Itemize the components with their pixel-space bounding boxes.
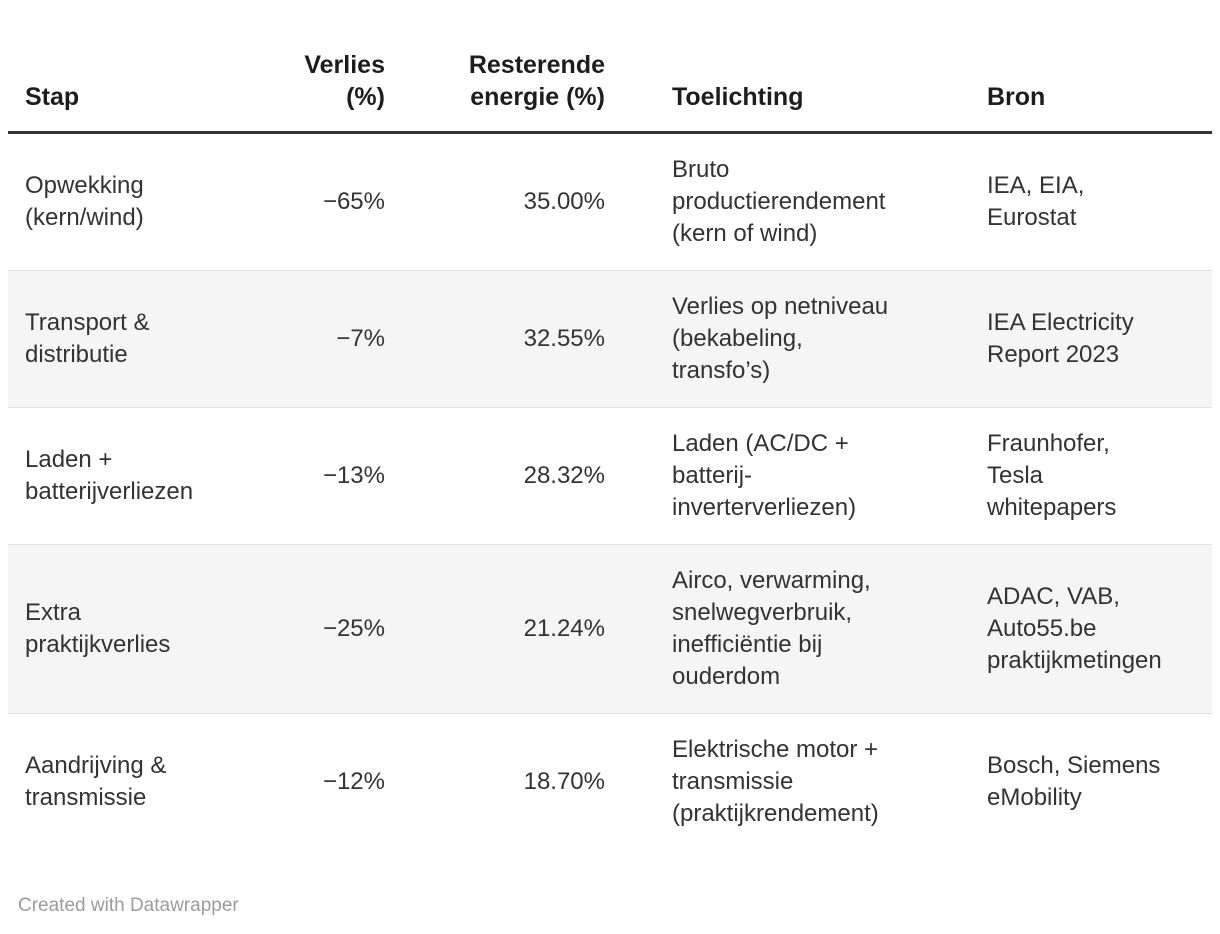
- column-header-bron: Bron: [987, 83, 1046, 111]
- column-header-resterende-energie: Resterende energie (%): [468, 51, 605, 111]
- datawrapper-credit-link[interactable]: Created with Datawrapper: [18, 895, 239, 916]
- table-row-opwekking: Opwekking (kern/wind) −65% 35.00% Bruto …: [8, 133, 1212, 271]
- cell-stap: Laden + batterijverliezen: [25, 446, 194, 505]
- cell-bron: Bosch, Siemens eMobility: [987, 752, 1161, 811]
- cell-toelichting: Elektrische motor + transmissie (praktij…: [672, 736, 879, 827]
- column-header-stap: Stap: [25, 83, 80, 111]
- cell-toelichting: Laden (AC/DC + batterij- inverterverliez…: [672, 430, 857, 521]
- energy-loss-table: Stap Verlies (%) Resterende energie (%) …: [8, 0, 1212, 865]
- table-row-transport: Transport & distributie −7% 32.55% Verli…: [8, 270, 1212, 408]
- cell-stap: Aandrijving & transmissie: [25, 752, 167, 811]
- cell-resterende: 35.00%: [523, 188, 605, 215]
- cell-bron: IEA Electricity Report 2023: [987, 309, 1134, 368]
- cell-stap: Opwekking (kern/wind): [25, 172, 144, 231]
- cell-toelichting: Verlies op netniveau (bekabeling, transf…: [672, 293, 889, 384]
- cell-stap: Transport & distributie: [25, 309, 150, 368]
- table-row-laden: Laden + batterijverliezen −13% 28.32% La…: [8, 407, 1212, 545]
- cell-verlies: −7%: [336, 325, 385, 352]
- cell-bron: Fraunhofer, Tesla whitepapers: [987, 430, 1117, 521]
- cell-verlies: −65%: [322, 188, 385, 215]
- cell-resterende: 18.70%: [523, 768, 605, 795]
- cell-bron: IEA, EIA, Eurostat: [987, 172, 1085, 231]
- table-row-extra-praktijkverlies: Extra praktijkverlies −25% 21.24% Airco,…: [8, 544, 1212, 714]
- cell-toelichting: Airco, verwarming, snelwegverbruik, inef…: [672, 567, 871, 690]
- header-row: Stap Verlies (%) Resterende energie (%) …: [8, 0, 1212, 133]
- cell-verlies: −13%: [322, 462, 385, 489]
- cell-toelichting: Bruto productierendement (kern of wind): [672, 156, 886, 247]
- cell-resterende: 28.32%: [523, 462, 605, 489]
- table-row-aandrijving: Aandrijving & transmissie −12% 18.70% El…: [8, 713, 1212, 866]
- cell-verlies: −12%: [322, 768, 385, 795]
- cell-verlies: −25%: [322, 615, 385, 642]
- cell-bron: ADAC, VAB, Auto55.be praktijkmetingen: [987, 583, 1162, 674]
- column-header-toelichting: Toelichting: [672, 83, 804, 111]
- cell-stap: Extra praktijkverlies: [25, 599, 171, 658]
- cell-resterende: 21.24%: [523, 615, 605, 642]
- column-header-verlies: Verlies (%): [304, 51, 385, 111]
- cell-resterende: 32.55%: [523, 325, 605, 352]
